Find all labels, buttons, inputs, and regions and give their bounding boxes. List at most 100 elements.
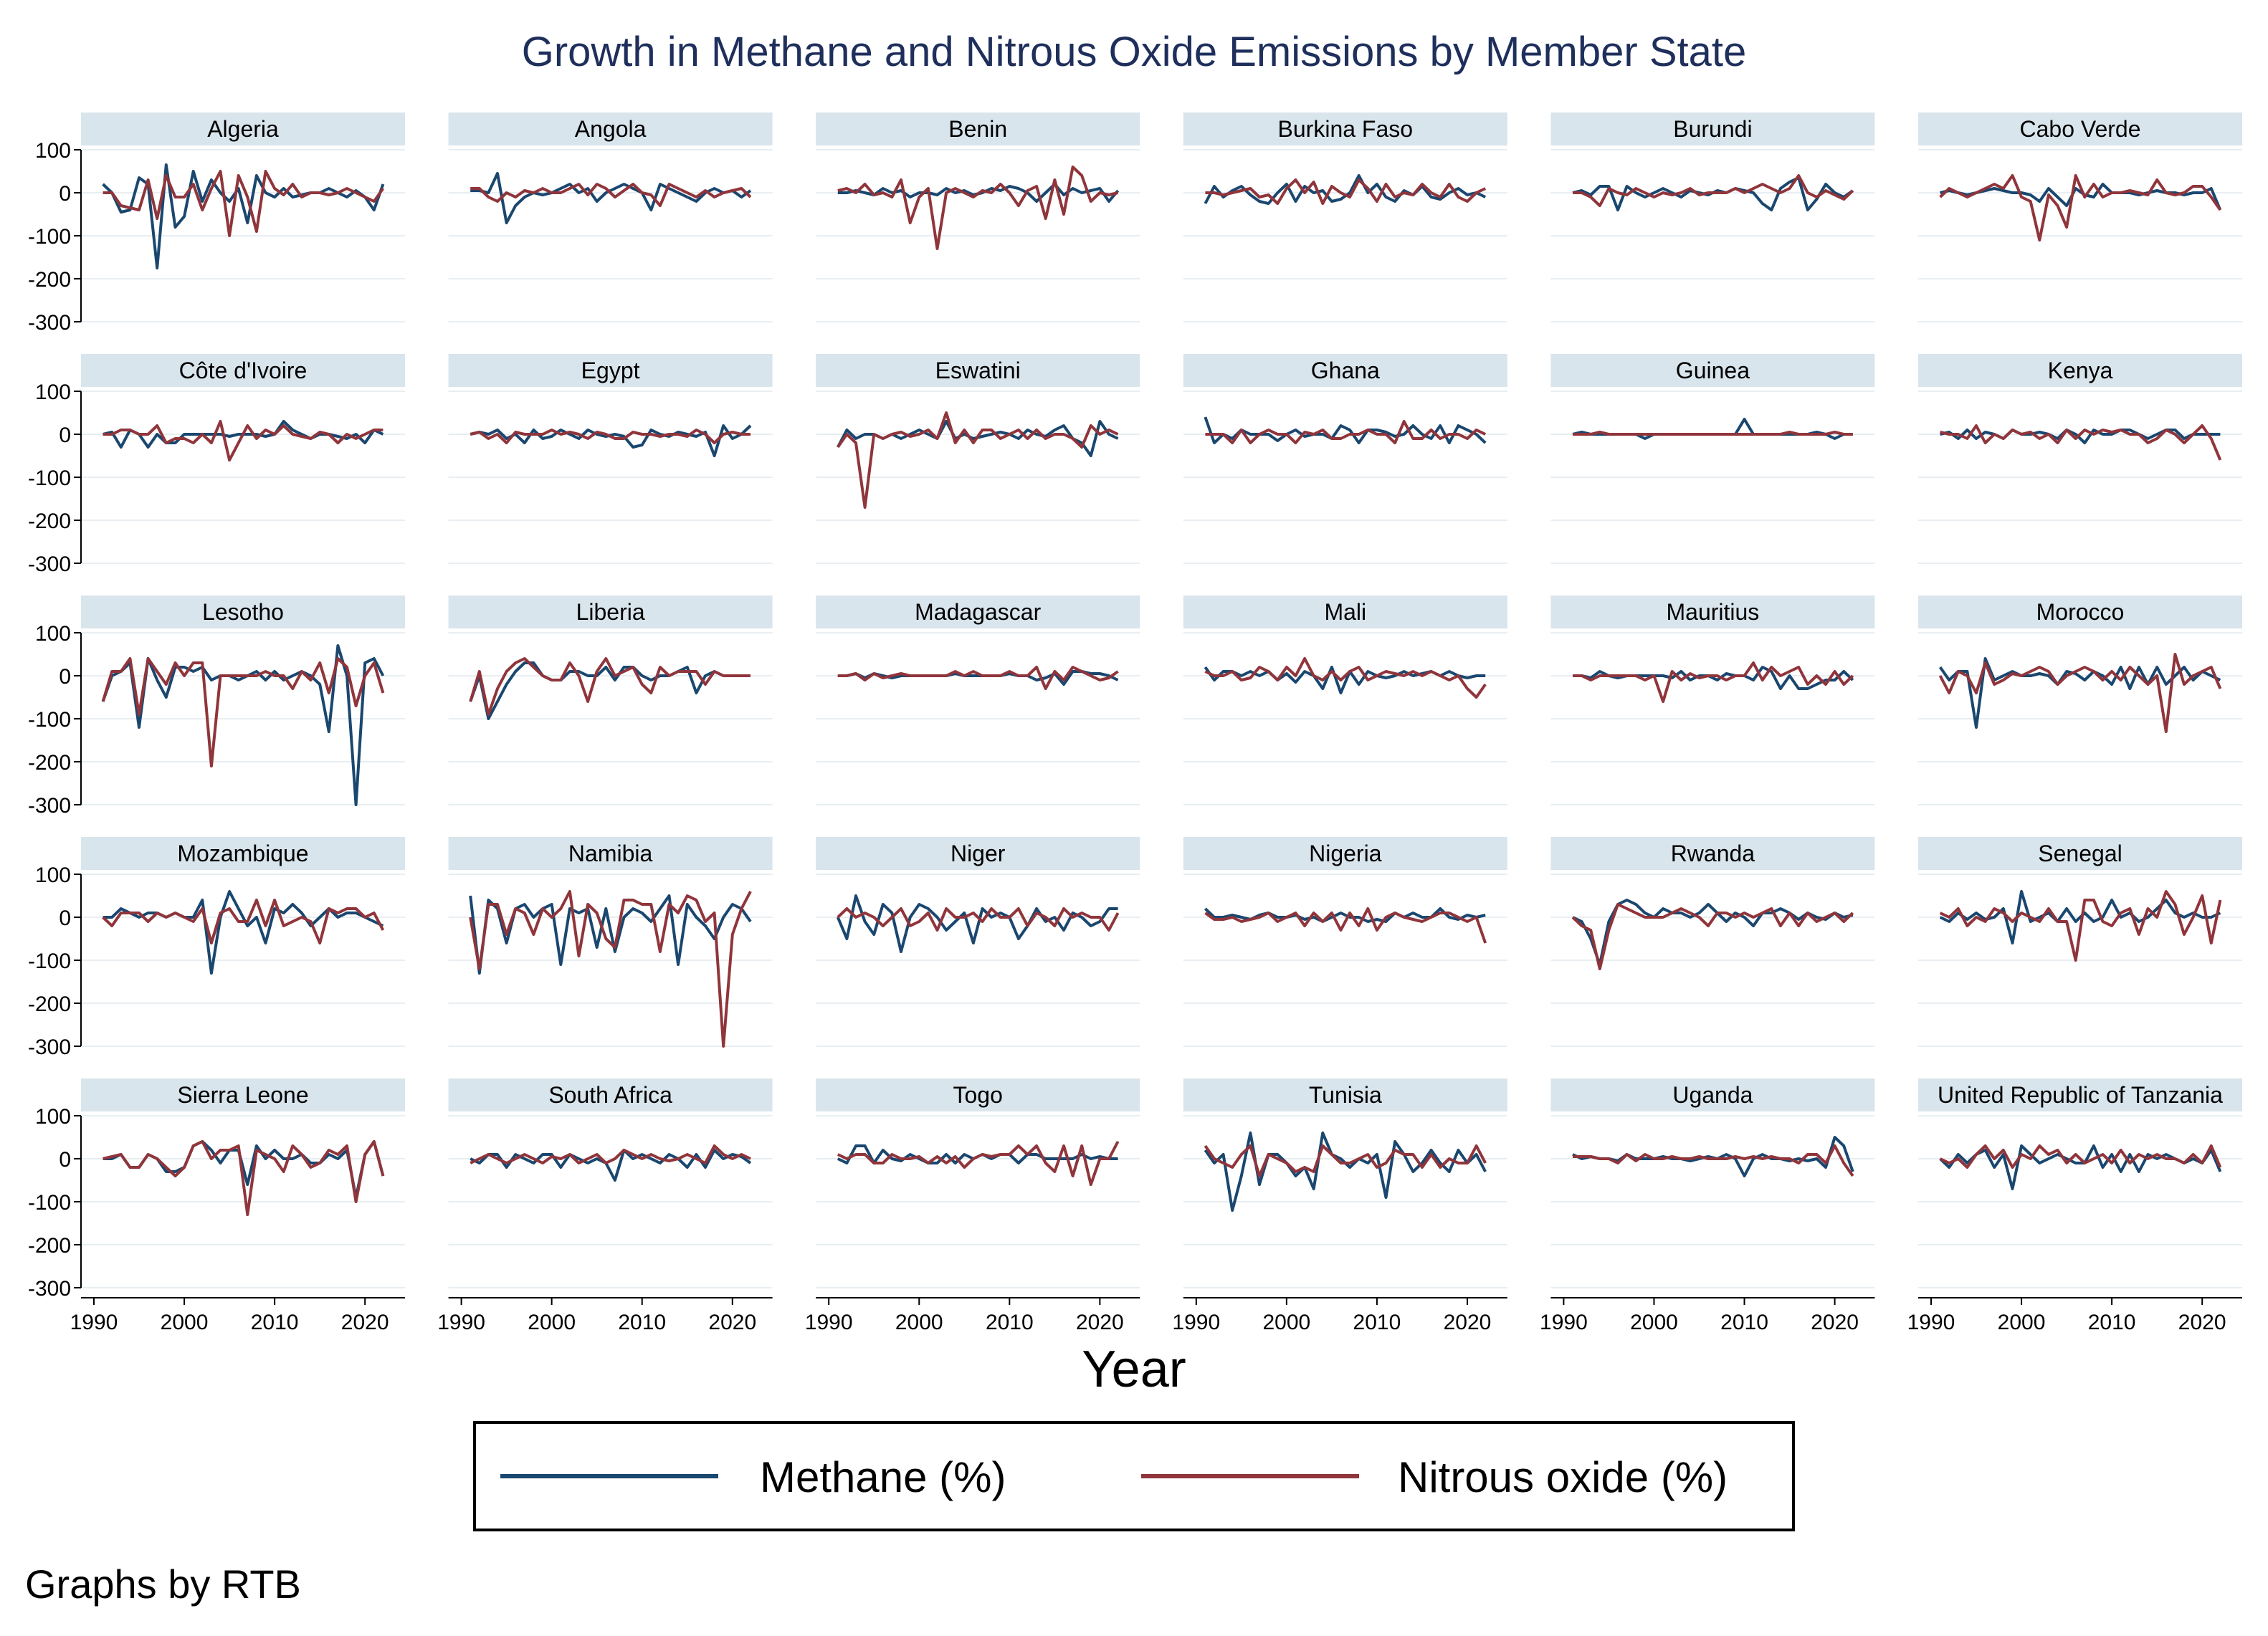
panel-strip bbox=[1550, 113, 1875, 145]
x-tick-label: 2000 bbox=[1630, 1311, 1678, 1334]
panel-title: Senegal bbox=[2038, 841, 2122, 866]
nitrous-series-line bbox=[1573, 174, 1854, 207]
panel-algeria: Algeria 100 0 -100 -200 -300 bbox=[28, 113, 405, 335]
nitrous-series-line bbox=[1573, 431, 1853, 436]
panel-strip bbox=[1183, 837, 1507, 870]
y-tick-label: 100 bbox=[35, 622, 71, 646]
panel-title: Benin bbox=[948, 116, 1007, 142]
y-tick-label: 100 bbox=[35, 381, 71, 404]
x-tick-label: 2010 bbox=[2088, 1311, 2136, 1334]
panel-title: Côte d'Ivoire bbox=[179, 358, 308, 383]
panel-strip bbox=[81, 113, 405, 145]
x-tick-label: 2000 bbox=[1998, 1311, 2046, 1334]
panel-united-republic-of-tanzania: United Republic of Tanzania 1990 2000 2010 2… bbox=[1907, 1078, 2242, 1334]
panel-c-te-d-ivoire: Côte d'Ivoire 100 0 -100 -200 -300 bbox=[28, 354, 405, 576]
nitrous-series-line bbox=[469, 657, 751, 716]
x-tick-label: 2000 bbox=[895, 1311, 943, 1334]
methane-series-line bbox=[470, 1149, 752, 1182]
panel-sierra-leone: Sierra Leone 100 0 -100 -200 -300 1990 2000 2010… bbox=[28, 1078, 405, 1334]
methane-series-line bbox=[1204, 416, 1487, 444]
panel-title: Cabo Verde bbox=[2019, 116, 2140, 142]
panel-strip bbox=[816, 595, 1140, 628]
methane-series-line bbox=[470, 424, 752, 457]
nitrous-series-line bbox=[101, 657, 385, 767]
panel-burundi: Burundi bbox=[1550, 113, 1875, 322]
panel-strip bbox=[81, 1078, 405, 1111]
nitrous-series-line bbox=[103, 170, 385, 237]
y-tick-label: -300 bbox=[28, 311, 71, 335]
y-tick-label: -300 bbox=[28, 1277, 71, 1301]
methane-series-line bbox=[1204, 1132, 1487, 1212]
panel-title: United Republic of Tanzania bbox=[1938, 1082, 2223, 1108]
panel-angola: Angola bbox=[448, 113, 773, 322]
panel-strip bbox=[1550, 837, 1875, 870]
panel-strip bbox=[816, 837, 1140, 870]
panel-title: Eswatini bbox=[935, 358, 1021, 383]
panel-strip bbox=[81, 837, 405, 870]
legend-methane-label: Methane (%) bbox=[760, 1453, 1006, 1501]
panel-madagascar: Madagascar bbox=[816, 595, 1140, 805]
panel-title: Algeria bbox=[207, 116, 279, 142]
nitrous-series-line bbox=[1204, 907, 1487, 944]
x-tick-label: 2020 bbox=[1444, 1311, 1492, 1334]
panel-strip bbox=[448, 354, 773, 387]
panel-cabo-verde: Cabo Verde bbox=[1918, 113, 2242, 322]
panel-title: South Africa bbox=[548, 1082, 672, 1108]
panel-mauritius: Mauritius bbox=[1550, 595, 1875, 805]
y-tick-label: -200 bbox=[28, 510, 71, 533]
panel-title: Nigeria bbox=[1309, 841, 1382, 866]
y-tick-label: -200 bbox=[28, 751, 71, 775]
y-tick-label: 0 bbox=[59, 1148, 71, 1172]
methane-series-line bbox=[1940, 183, 2222, 211]
y-tick-label: 100 bbox=[35, 1105, 71, 1129]
panel-title: Rwanda bbox=[1671, 841, 1755, 866]
y-tick-label: -200 bbox=[28, 1234, 71, 1258]
legend-nitrous-label: Nitrous oxide (%) bbox=[1398, 1453, 1728, 1501]
panel-strip bbox=[1183, 113, 1507, 145]
panel-strip bbox=[816, 354, 1140, 387]
panel-title: Morocco bbox=[2036, 599, 2125, 625]
panel-strip bbox=[1918, 1078, 2242, 1111]
nitrous-series-line bbox=[837, 907, 1120, 932]
panel-title: Liberia bbox=[576, 599, 645, 625]
panel-title: Burundi bbox=[1673, 116, 1752, 142]
panel-strip bbox=[1183, 354, 1507, 387]
x-tick-label: 2010 bbox=[618, 1311, 666, 1334]
panel-burkina-faso: Burkina Faso bbox=[1183, 113, 1507, 322]
methane-series-line bbox=[469, 894, 752, 975]
x-tick-label: 2010 bbox=[1720, 1311, 1768, 1334]
nitrous-series-line bbox=[1939, 174, 2222, 241]
legend: Methane (%) Nitrous oxide (%) bbox=[473, 1421, 1795, 1531]
nitrous-series-line bbox=[1205, 178, 1487, 205]
panel-uganda: Uganda 1990 2000 2010 2020 bbox=[1540, 1078, 1875, 1334]
panel-benin: Benin bbox=[816, 113, 1140, 322]
methane-series-line bbox=[103, 890, 384, 975]
panel-title: Burkina Faso bbox=[1278, 116, 1414, 142]
nitrous-series-line bbox=[103, 1140, 385, 1216]
panel-title: Angola bbox=[575, 116, 647, 142]
panel-lesotho: Lesotho 100 0 -100 -200 -300 bbox=[28, 595, 405, 818]
y-tick-label: -100 bbox=[28, 467, 71, 490]
y-tick-label: 0 bbox=[59, 424, 71, 447]
y-tick-label: -100 bbox=[28, 1191, 71, 1215]
panel-title: Kenya bbox=[2048, 358, 2113, 383]
panel-title: Niger bbox=[950, 841, 1006, 866]
panel-strip bbox=[1183, 595, 1507, 628]
panel-title: Uganda bbox=[1672, 1082, 1753, 1108]
panel-title: Namibia bbox=[568, 841, 653, 866]
panel-niger: Niger bbox=[816, 837, 1140, 1047]
nitrous-series-line bbox=[102, 899, 385, 944]
methane-series-line bbox=[102, 163, 385, 269]
x-tick-label: 2020 bbox=[708, 1311, 756, 1334]
panel-nigeria: Nigeria bbox=[1183, 837, 1507, 1047]
nitrous-series-line bbox=[1205, 420, 1487, 444]
nitrous-series-line bbox=[103, 420, 383, 461]
x-tick-label: 1990 bbox=[1907, 1311, 1955, 1334]
panel-strip bbox=[816, 1078, 1140, 1111]
x-tick-label: 2020 bbox=[1811, 1311, 1859, 1334]
panel-title: Sierra Leone bbox=[177, 1082, 308, 1108]
y-tick-label: -200 bbox=[28, 992, 71, 1016]
panel-title: Tunisia bbox=[1309, 1082, 1382, 1108]
panel-tunisia: Tunisia 1990 2000 2010 2020 bbox=[1172, 1078, 1507, 1334]
